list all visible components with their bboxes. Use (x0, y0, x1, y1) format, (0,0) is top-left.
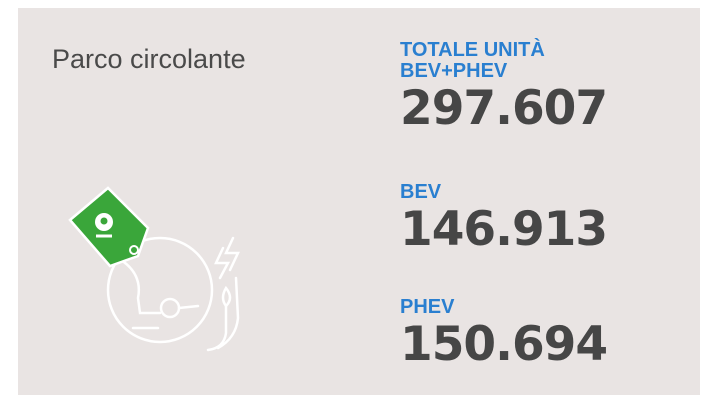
stat: BEV 146.913 (400, 181, 608, 257)
tag (68, 186, 150, 268)
stat-label: BEV+PHEV (400, 60, 508, 82)
stat-label: BEV (400, 181, 442, 203)
stat-value: 297.607 (400, 81, 608, 136)
stat-label: TOTALE UNITÀ (400, 39, 545, 61)
stat-value: 146.913 (400, 202, 608, 257)
stat: TOTALE UNITÀ BEV+PHEV 297.607 (400, 39, 608, 136)
card-title: Parco circolante (52, 44, 246, 74)
card: Parco circolante TOTALE UNITÀ BEV+PHEV 297… (18, 8, 700, 395)
stat-label: PHEV (400, 296, 455, 318)
stat-value: 150.694 (400, 317, 608, 372)
stat: PHEV 150.694 (400, 296, 608, 372)
icon (68, 186, 240, 352)
icon-lines (106, 236, 240, 352)
